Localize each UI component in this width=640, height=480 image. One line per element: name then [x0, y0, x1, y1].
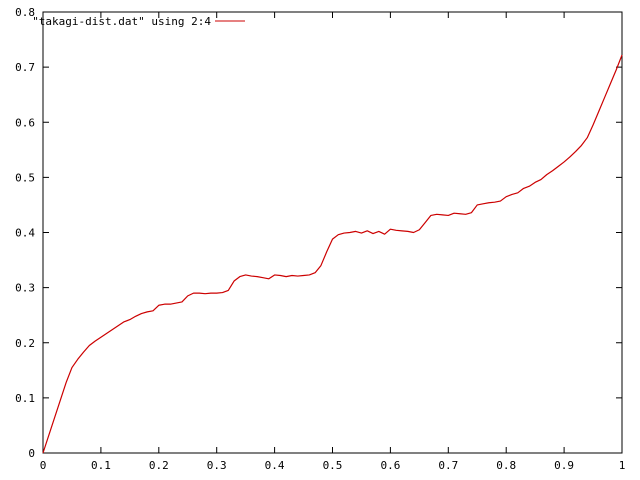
- x-tick-label: 0.7: [438, 459, 458, 472]
- y-tick-label: 0.8: [15, 6, 35, 19]
- x-tick-label: 0.1: [91, 459, 111, 472]
- x-tick-label: 0.2: [149, 459, 169, 472]
- series-layer: [42, 54, 623, 454]
- legend-entry-label: "takagi-dist.dat" using 2:4: [32, 15, 211, 28]
- y-tick-label: 0.1: [15, 392, 35, 405]
- y-tick-label: 0.5: [15, 171, 35, 184]
- series-line: [42, 54, 623, 454]
- y-tick-label: 0.6: [15, 116, 35, 129]
- x-tick-label: 0.8: [496, 459, 516, 472]
- y-tick-label: 0.4: [15, 227, 35, 240]
- x-tick-label: 0.9: [554, 459, 574, 472]
- x-tick-label: 0.4: [265, 459, 285, 472]
- ticks-layer: 0 0.1 0.2 0.3 0.4 0.5 0.6 0.7 0.8 0.9 1 0 0.1 0.2 0.3 0…: [15, 6, 625, 472]
- x-tick-label: 0.6: [380, 459, 400, 472]
- x-tick-label: 1: [619, 459, 626, 472]
- x-tick-label: 0.5: [323, 459, 343, 472]
- y-tick-label: 0.2: [15, 337, 35, 350]
- y-tick-label: 0.3: [15, 282, 35, 295]
- x-tick-label: 0.3: [207, 459, 227, 472]
- legend: "takagi-dist.dat" using 2:4: [32, 15, 245, 28]
- plot-frame: [42, 11, 623, 454]
- x-tick-label: 0: [40, 459, 47, 472]
- y-tick-label: 0.7: [15, 61, 35, 74]
- y-tick-label: 0: [28, 447, 35, 460]
